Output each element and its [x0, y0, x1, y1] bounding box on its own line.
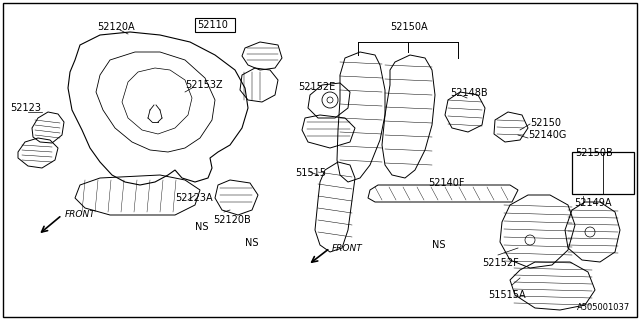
- Text: 52153Z: 52153Z: [185, 80, 223, 90]
- Text: 52110: 52110: [197, 20, 228, 30]
- Text: 52152E: 52152E: [298, 82, 335, 92]
- Text: 51515A: 51515A: [488, 290, 525, 300]
- Text: 52152F: 52152F: [482, 258, 519, 268]
- Bar: [195, 18, 235, 32]
- Bar: [572, 152, 634, 194]
- Text: 52150: 52150: [530, 118, 561, 128]
- Text: 52149A: 52149A: [574, 198, 611, 208]
- Text: FRONT: FRONT: [65, 210, 96, 219]
- Text: 51515: 51515: [295, 168, 326, 178]
- Text: 52120B: 52120B: [213, 215, 251, 225]
- Text: 52123: 52123: [10, 103, 41, 113]
- Text: FRONT: FRONT: [332, 244, 363, 253]
- Text: 52140F: 52140F: [428, 178, 465, 188]
- Text: 52150A: 52150A: [390, 22, 428, 32]
- Text: 52120A: 52120A: [97, 22, 134, 32]
- Text: NS: NS: [195, 222, 209, 232]
- Text: NS: NS: [245, 238, 259, 248]
- Text: A505001037: A505001037: [577, 303, 630, 312]
- Text: 52150B: 52150B: [575, 148, 612, 158]
- Text: 52140G: 52140G: [528, 130, 566, 140]
- Text: 52148B: 52148B: [450, 88, 488, 98]
- Text: 52123A: 52123A: [175, 193, 212, 203]
- Text: NS: NS: [432, 240, 445, 250]
